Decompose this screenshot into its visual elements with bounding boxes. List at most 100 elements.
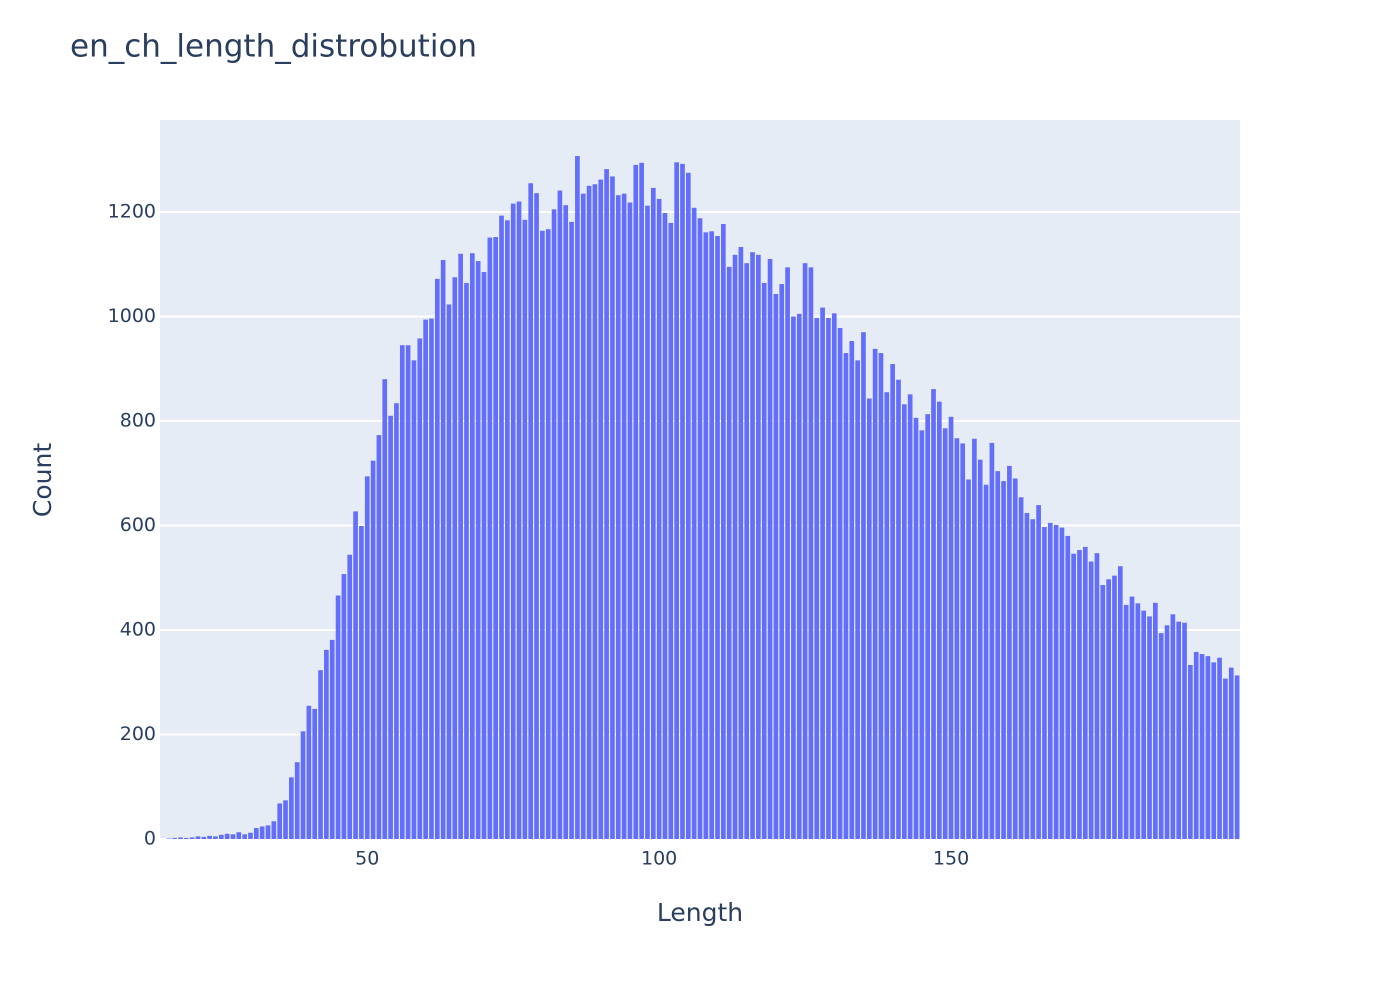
bar xyxy=(843,353,849,839)
bar xyxy=(615,195,621,839)
bar xyxy=(779,284,785,840)
bar xyxy=(837,327,843,839)
bar xyxy=(540,230,545,839)
bar xyxy=(1042,527,1047,839)
bar xyxy=(1112,575,1117,839)
bar xyxy=(1030,519,1036,839)
bar xyxy=(1193,651,1199,839)
bar xyxy=(709,231,715,839)
bar xyxy=(598,179,604,840)
bar xyxy=(271,821,277,839)
bar xyxy=(878,353,884,839)
bar xyxy=(796,313,802,839)
bar xyxy=(510,203,516,840)
bar xyxy=(545,229,551,840)
bar xyxy=(756,254,761,839)
x-tick-label: 50 xyxy=(355,848,379,870)
bar xyxy=(866,398,872,839)
bar xyxy=(1117,566,1123,839)
bar xyxy=(1182,622,1187,839)
bar xyxy=(913,417,919,839)
bar xyxy=(1188,664,1193,839)
bar xyxy=(388,415,393,839)
bar xyxy=(1205,656,1211,839)
bar xyxy=(1129,596,1135,839)
bar xyxy=(481,272,487,839)
bar xyxy=(312,708,318,839)
bar xyxy=(493,237,499,839)
bar xyxy=(429,318,434,839)
bar xyxy=(487,237,493,840)
bar xyxy=(452,277,458,839)
bar xyxy=(697,218,703,839)
bar xyxy=(528,183,534,839)
bar xyxy=(1176,621,1182,839)
bar xyxy=(1094,553,1100,839)
bar xyxy=(172,837,177,839)
bar xyxy=(872,348,878,839)
bar xyxy=(1223,678,1228,839)
bar xyxy=(1100,585,1106,839)
bar xyxy=(691,207,697,839)
bar xyxy=(767,258,773,839)
bar xyxy=(966,479,971,839)
bar xyxy=(218,834,224,839)
bar xyxy=(1088,561,1094,839)
bar xyxy=(359,526,364,839)
bar xyxy=(213,836,218,839)
bar xyxy=(1077,550,1082,839)
bar xyxy=(884,392,890,839)
bar xyxy=(569,221,574,839)
bar xyxy=(253,828,259,839)
bar xyxy=(364,476,370,839)
bar xyxy=(1059,527,1065,839)
bar xyxy=(195,836,201,839)
bar xyxy=(1036,505,1041,839)
bar xyxy=(324,649,329,839)
bar xyxy=(411,360,417,839)
bar xyxy=(855,360,860,839)
bar xyxy=(808,267,814,839)
y-tick-label: 0 xyxy=(144,828,156,850)
bar xyxy=(896,379,901,839)
bar xyxy=(1217,657,1222,839)
bar xyxy=(773,294,779,839)
bar xyxy=(1018,497,1024,839)
bar xyxy=(592,184,598,840)
bar xyxy=(703,232,709,839)
bar xyxy=(1211,662,1217,839)
bar xyxy=(382,379,388,839)
bar xyxy=(942,428,948,839)
bar xyxy=(610,176,615,840)
y-tick-label: 400 xyxy=(120,618,156,640)
bar xyxy=(446,304,452,839)
bar xyxy=(1147,616,1152,839)
bar xyxy=(814,318,820,839)
bar xyxy=(680,163,685,839)
bar xyxy=(826,318,831,839)
bar xyxy=(633,164,639,839)
bar xyxy=(750,252,755,840)
bar xyxy=(972,438,977,839)
y-tick-label: 600 xyxy=(120,514,156,536)
bar xyxy=(662,213,668,839)
bar xyxy=(621,193,627,839)
bar xyxy=(207,835,212,839)
bar xyxy=(289,777,294,839)
x-tick-label: 100 xyxy=(641,848,677,870)
bar xyxy=(236,832,242,839)
y-axis-label: Count xyxy=(28,443,57,517)
bar xyxy=(557,190,563,839)
bar xyxy=(674,162,679,840)
bar xyxy=(1158,633,1164,839)
bar xyxy=(341,574,347,839)
bar xyxy=(849,341,855,839)
bar xyxy=(645,205,650,839)
bar xyxy=(586,185,592,839)
bar xyxy=(983,484,989,839)
bar xyxy=(516,201,522,840)
bar xyxy=(499,215,504,840)
bar xyxy=(1047,522,1053,839)
bar xyxy=(294,762,300,839)
bar xyxy=(183,837,189,839)
